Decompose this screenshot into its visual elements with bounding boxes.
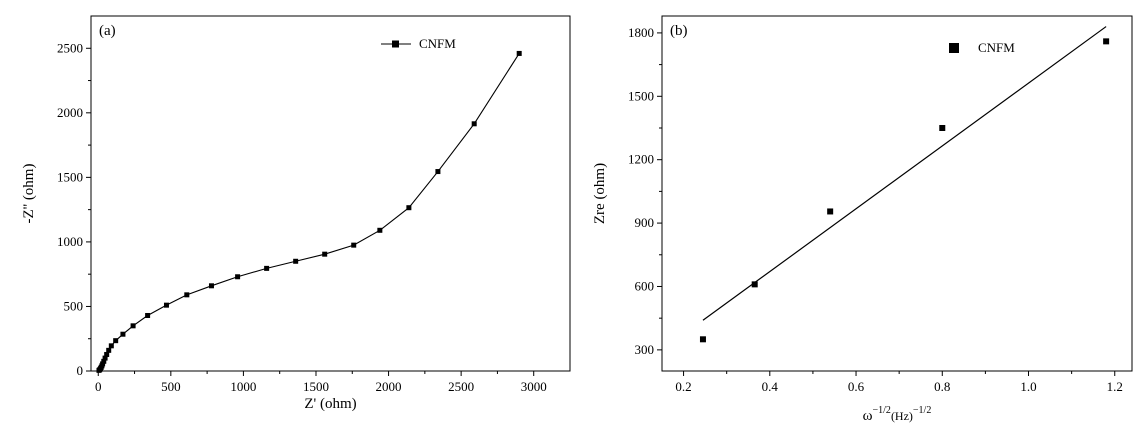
x-tick-label: 3000 — [521, 379, 547, 394]
y-tick-label: 0 — [77, 363, 84, 378]
data-point — [471, 121, 477, 127]
data-point — [120, 331, 126, 337]
data-point — [101, 358, 107, 364]
y-tick-label: 1500 — [628, 88, 654, 103]
data-point — [699, 336, 706, 343]
x-tick-label: 2500 — [448, 379, 474, 394]
data-point — [100, 361, 106, 367]
legend-label: CNFM — [419, 36, 456, 51]
panel-label: (b) — [670, 23, 688, 39]
data-point — [235, 274, 241, 280]
data-point — [113, 338, 119, 344]
x-axis-label-exp1: −1/2 — [873, 405, 891, 416]
plot-frame — [90, 15, 571, 372]
fit-line — [702, 26, 1107, 321]
data-point — [406, 205, 412, 211]
x-tick-label: 0.8 — [934, 379, 950, 394]
x-tick-label: 1.2 — [1107, 379, 1123, 394]
x-tick-label: 0 — [95, 379, 102, 394]
x-tick-label: 1500 — [303, 379, 329, 394]
x-tick-label: 2000 — [376, 379, 402, 394]
data-point — [130, 323, 136, 329]
data-point — [106, 347, 112, 353]
panel-label: (a) — [99, 23, 116, 39]
data-point — [516, 50, 522, 56]
y-tick-label: 2000 — [57, 105, 83, 120]
data-point — [377, 227, 383, 233]
y-tick-label: 1000 — [57, 234, 83, 249]
x-tick-label: 1000 — [230, 379, 256, 394]
series-line — [98, 53, 520, 371]
data-point — [939, 124, 946, 131]
data-point — [102, 355, 108, 361]
data-point — [293, 258, 299, 264]
y-tick-label: 1800 — [628, 25, 654, 40]
data-point — [322, 251, 328, 257]
y-tick-label: 300 — [635, 342, 655, 357]
legend-label: CNFM — [978, 40, 1015, 55]
data-point — [108, 343, 114, 349]
x-tick-label: 500 — [161, 379, 181, 394]
x-tick-label: 0.2 — [675, 379, 691, 394]
y-tick-label: 500 — [64, 298, 84, 313]
data-point — [184, 292, 190, 298]
x-tick-label: 0.4 — [762, 379, 779, 394]
y-tick-label: 600 — [635, 278, 655, 293]
legend-marker — [392, 40, 399, 48]
x-tick-label: 0.6 — [848, 379, 865, 394]
x-axis-label-unit: (Hz) — [891, 409, 913, 423]
x-axis-label-exp2: −1/2 — [913, 405, 931, 416]
x-axis-label: Z' (ohm) — [304, 396, 356, 412]
data-point — [163, 302, 169, 308]
data-point — [208, 283, 214, 289]
y-axis-label: Zre (ohm) — [592, 163, 608, 224]
x-tick-label: 1.0 — [1020, 379, 1036, 394]
data-point — [1103, 38, 1110, 45]
data-point — [264, 265, 270, 271]
data-point — [351, 242, 357, 248]
y-tick-label: 1200 — [628, 152, 654, 167]
y-tick-label: 1500 — [57, 169, 83, 184]
panel-b: 0.2 0.4 0.6 0.8 1.0 1.2 300 600 900 1200 1500 1800 (… — [592, 15, 1133, 424]
data-point — [145, 312, 151, 318]
data-point — [435, 169, 441, 175]
panel-a: 0 500 1000 1500 2000 2500 3000 0 500 1000 1500 2000… — [21, 15, 571, 412]
legend-marker — [949, 43, 959, 53]
x-axis-label: ω−1/2(Hz)−1/2 — [863, 405, 932, 424]
y-axis-label: -Z'' (ohm) — [21, 164, 37, 224]
x-axis-label-omega: ω — [863, 408, 873, 424]
data-point — [827, 208, 834, 215]
data-point — [751, 281, 758, 288]
data-point — [104, 351, 110, 357]
y-tick-label: 2500 — [57, 40, 83, 55]
y-tick-label: 900 — [635, 215, 655, 230]
plot-frame — [661, 15, 1133, 372]
